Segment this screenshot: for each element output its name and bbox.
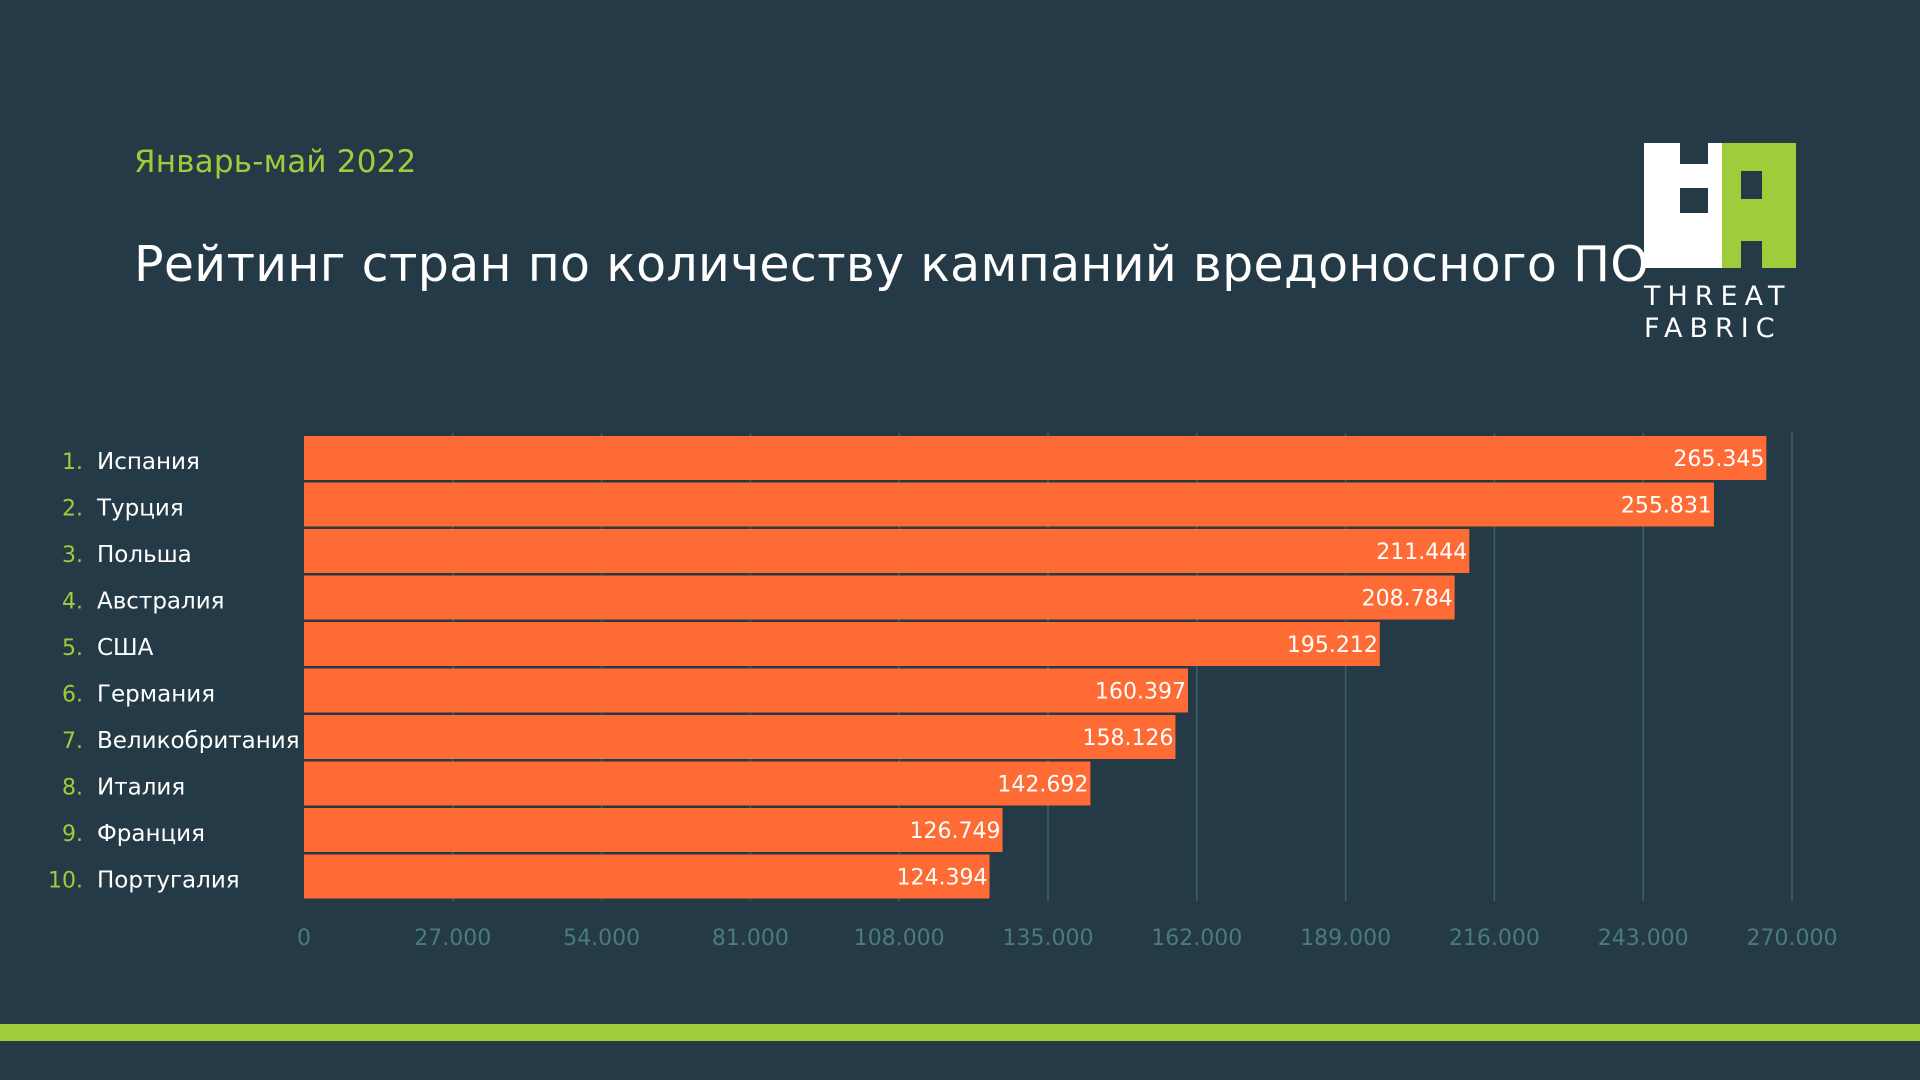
chart-title: Рейтинг стран по количеству кампаний вре… bbox=[134, 236, 1650, 293]
country-label: Испания bbox=[97, 449, 200, 475]
bar bbox=[304, 575, 1455, 620]
x-tick-label: 108.000 bbox=[854, 926, 945, 951]
x-tick-label: 81.000 bbox=[712, 926, 789, 951]
x-tick-label: 135.000 bbox=[1003, 926, 1094, 951]
logo-text-fabric: FABRIC bbox=[1644, 313, 1782, 344]
rank-label: 1. bbox=[62, 450, 83, 475]
country-label: Польша bbox=[97, 542, 192, 568]
rank-label: 2. bbox=[62, 497, 83, 522]
rank-label: 10. bbox=[48, 869, 83, 894]
country-label: Португалия bbox=[97, 868, 240, 894]
x-tick-label: 189.000 bbox=[1300, 926, 1391, 951]
country-label: Австралия bbox=[97, 589, 225, 615]
x-tick-label: 270.000 bbox=[1747, 926, 1838, 951]
x-tick-label: 54.000 bbox=[563, 926, 640, 951]
value-label: 255.831 bbox=[1621, 494, 1712, 519]
value-label: 208.784 bbox=[1362, 587, 1453, 612]
logo-text-threat: THREAT bbox=[1644, 281, 1792, 312]
country-label: Франция bbox=[97, 821, 205, 847]
bottom-accent-bar bbox=[0, 1024, 1920, 1041]
value-label: 211.444 bbox=[1376, 540, 1467, 565]
bar bbox=[304, 808, 1003, 852]
threatfabric-logo: THREAT FABRIC bbox=[1644, 143, 1799, 343]
bar-chart: 1. Испания 265.345 2. Турция 255.831 3. Польша 2… bbox=[48, 433, 1838, 951]
chart-subtitle: Январь-май 2022 bbox=[134, 144, 417, 180]
rank-label: 7. bbox=[62, 729, 83, 754]
value-label: 124.394 bbox=[897, 866, 988, 891]
value-label: 158.126 bbox=[1082, 726, 1173, 751]
value-label: 126.749 bbox=[910, 819, 1001, 844]
bar bbox=[304, 854, 990, 899]
x-tick-label: 0 bbox=[297, 926, 311, 951]
x-tick-label: 216.000 bbox=[1449, 926, 1540, 951]
rank-label: 4. bbox=[62, 590, 83, 615]
value-label: 160.397 bbox=[1095, 680, 1186, 705]
x-tick-label: 27.000 bbox=[414, 926, 491, 951]
rank-label: 5. bbox=[62, 636, 83, 661]
bar bbox=[304, 668, 1188, 713]
x-tick-label: 162.000 bbox=[1151, 926, 1242, 951]
rank-label: 3. bbox=[62, 543, 83, 568]
country-label: Турция bbox=[96, 496, 184, 522]
x-tick-label: 243.000 bbox=[1598, 926, 1689, 951]
rank-label: 9. bbox=[62, 822, 83, 847]
value-label: 195.212 bbox=[1287, 633, 1378, 658]
country-label: Великобритания bbox=[97, 728, 300, 754]
value-label: 265.345 bbox=[1673, 447, 1764, 472]
country-label: Германия bbox=[97, 682, 215, 708]
country-label: Италия bbox=[97, 775, 185, 801]
bar bbox=[304, 529, 1470, 573]
bar bbox=[304, 715, 1176, 759]
country-label: США bbox=[97, 635, 154, 661]
rank-label: 6. bbox=[62, 683, 83, 708]
bar bbox=[304, 761, 1091, 806]
bar bbox=[304, 622, 1380, 666]
rank-label: 8. bbox=[62, 776, 83, 801]
bar bbox=[304, 436, 1767, 480]
value-label: 142.692 bbox=[997, 773, 1088, 798]
logo-mark-icon bbox=[1644, 143, 1796, 268]
bar bbox=[304, 482, 1714, 527]
